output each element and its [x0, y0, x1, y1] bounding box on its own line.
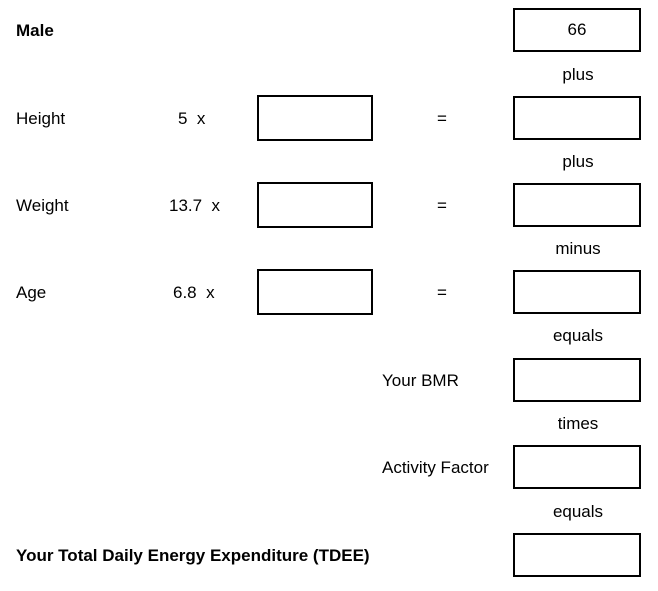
age-input[interactable]	[257, 269, 373, 315]
activity-factor-label: Activity Factor	[382, 458, 489, 477]
sex-label: Male	[16, 21, 54, 40]
bmr-label: Your BMR	[382, 371, 459, 390]
age-multiply-sign: x	[206, 283, 215, 302]
age-label: Age	[16, 283, 47, 302]
bmr-field[interactable]	[513, 358, 641, 402]
weight-multiplier: 13.7 x	[169, 196, 220, 216]
weight-multiplier-value: 13.7	[169, 196, 203, 215]
connector-plus-1: plus	[562, 65, 594, 84]
connector-equals-1: equals	[552, 326, 604, 345]
age-result-field[interactable]	[513, 270, 641, 314]
height-multiplier: 5 x	[178, 109, 205, 129]
height-label: Height	[16, 109, 66, 128]
height-multiply-sign: x	[196, 109, 206, 128]
age-equals-sign: =	[437, 283, 447, 302]
tdee-field[interactable]	[513, 533, 641, 577]
age-multiplier-value: 6.8	[173, 283, 197, 302]
weight-multiply-sign: x	[211, 196, 221, 215]
age-multiplier: 6.8 x	[173, 283, 215, 303]
height-input[interactable]	[257, 95, 373, 141]
weight-equals-sign: =	[437, 196, 447, 215]
connector-plus-2: plus	[562, 152, 594, 171]
weight-input[interactable]	[257, 182, 373, 228]
base-value-box: 66	[513, 8, 641, 52]
connector-minus: minus	[555, 239, 601, 258]
height-multiplier-value: 5	[178, 109, 188, 128]
activity-factor-field[interactable]	[513, 445, 641, 489]
weight-result-field[interactable]	[513, 183, 641, 227]
connector-equals-2: equals	[552, 502, 604, 521]
connector-times: times	[557, 414, 599, 433]
height-result-field[interactable]	[513, 96, 641, 140]
height-equals-sign: =	[437, 109, 447, 128]
weight-label: Weight	[16, 196, 69, 215]
tdee-label: Your Total Daily Energy Expenditure (TDE…	[16, 546, 370, 565]
